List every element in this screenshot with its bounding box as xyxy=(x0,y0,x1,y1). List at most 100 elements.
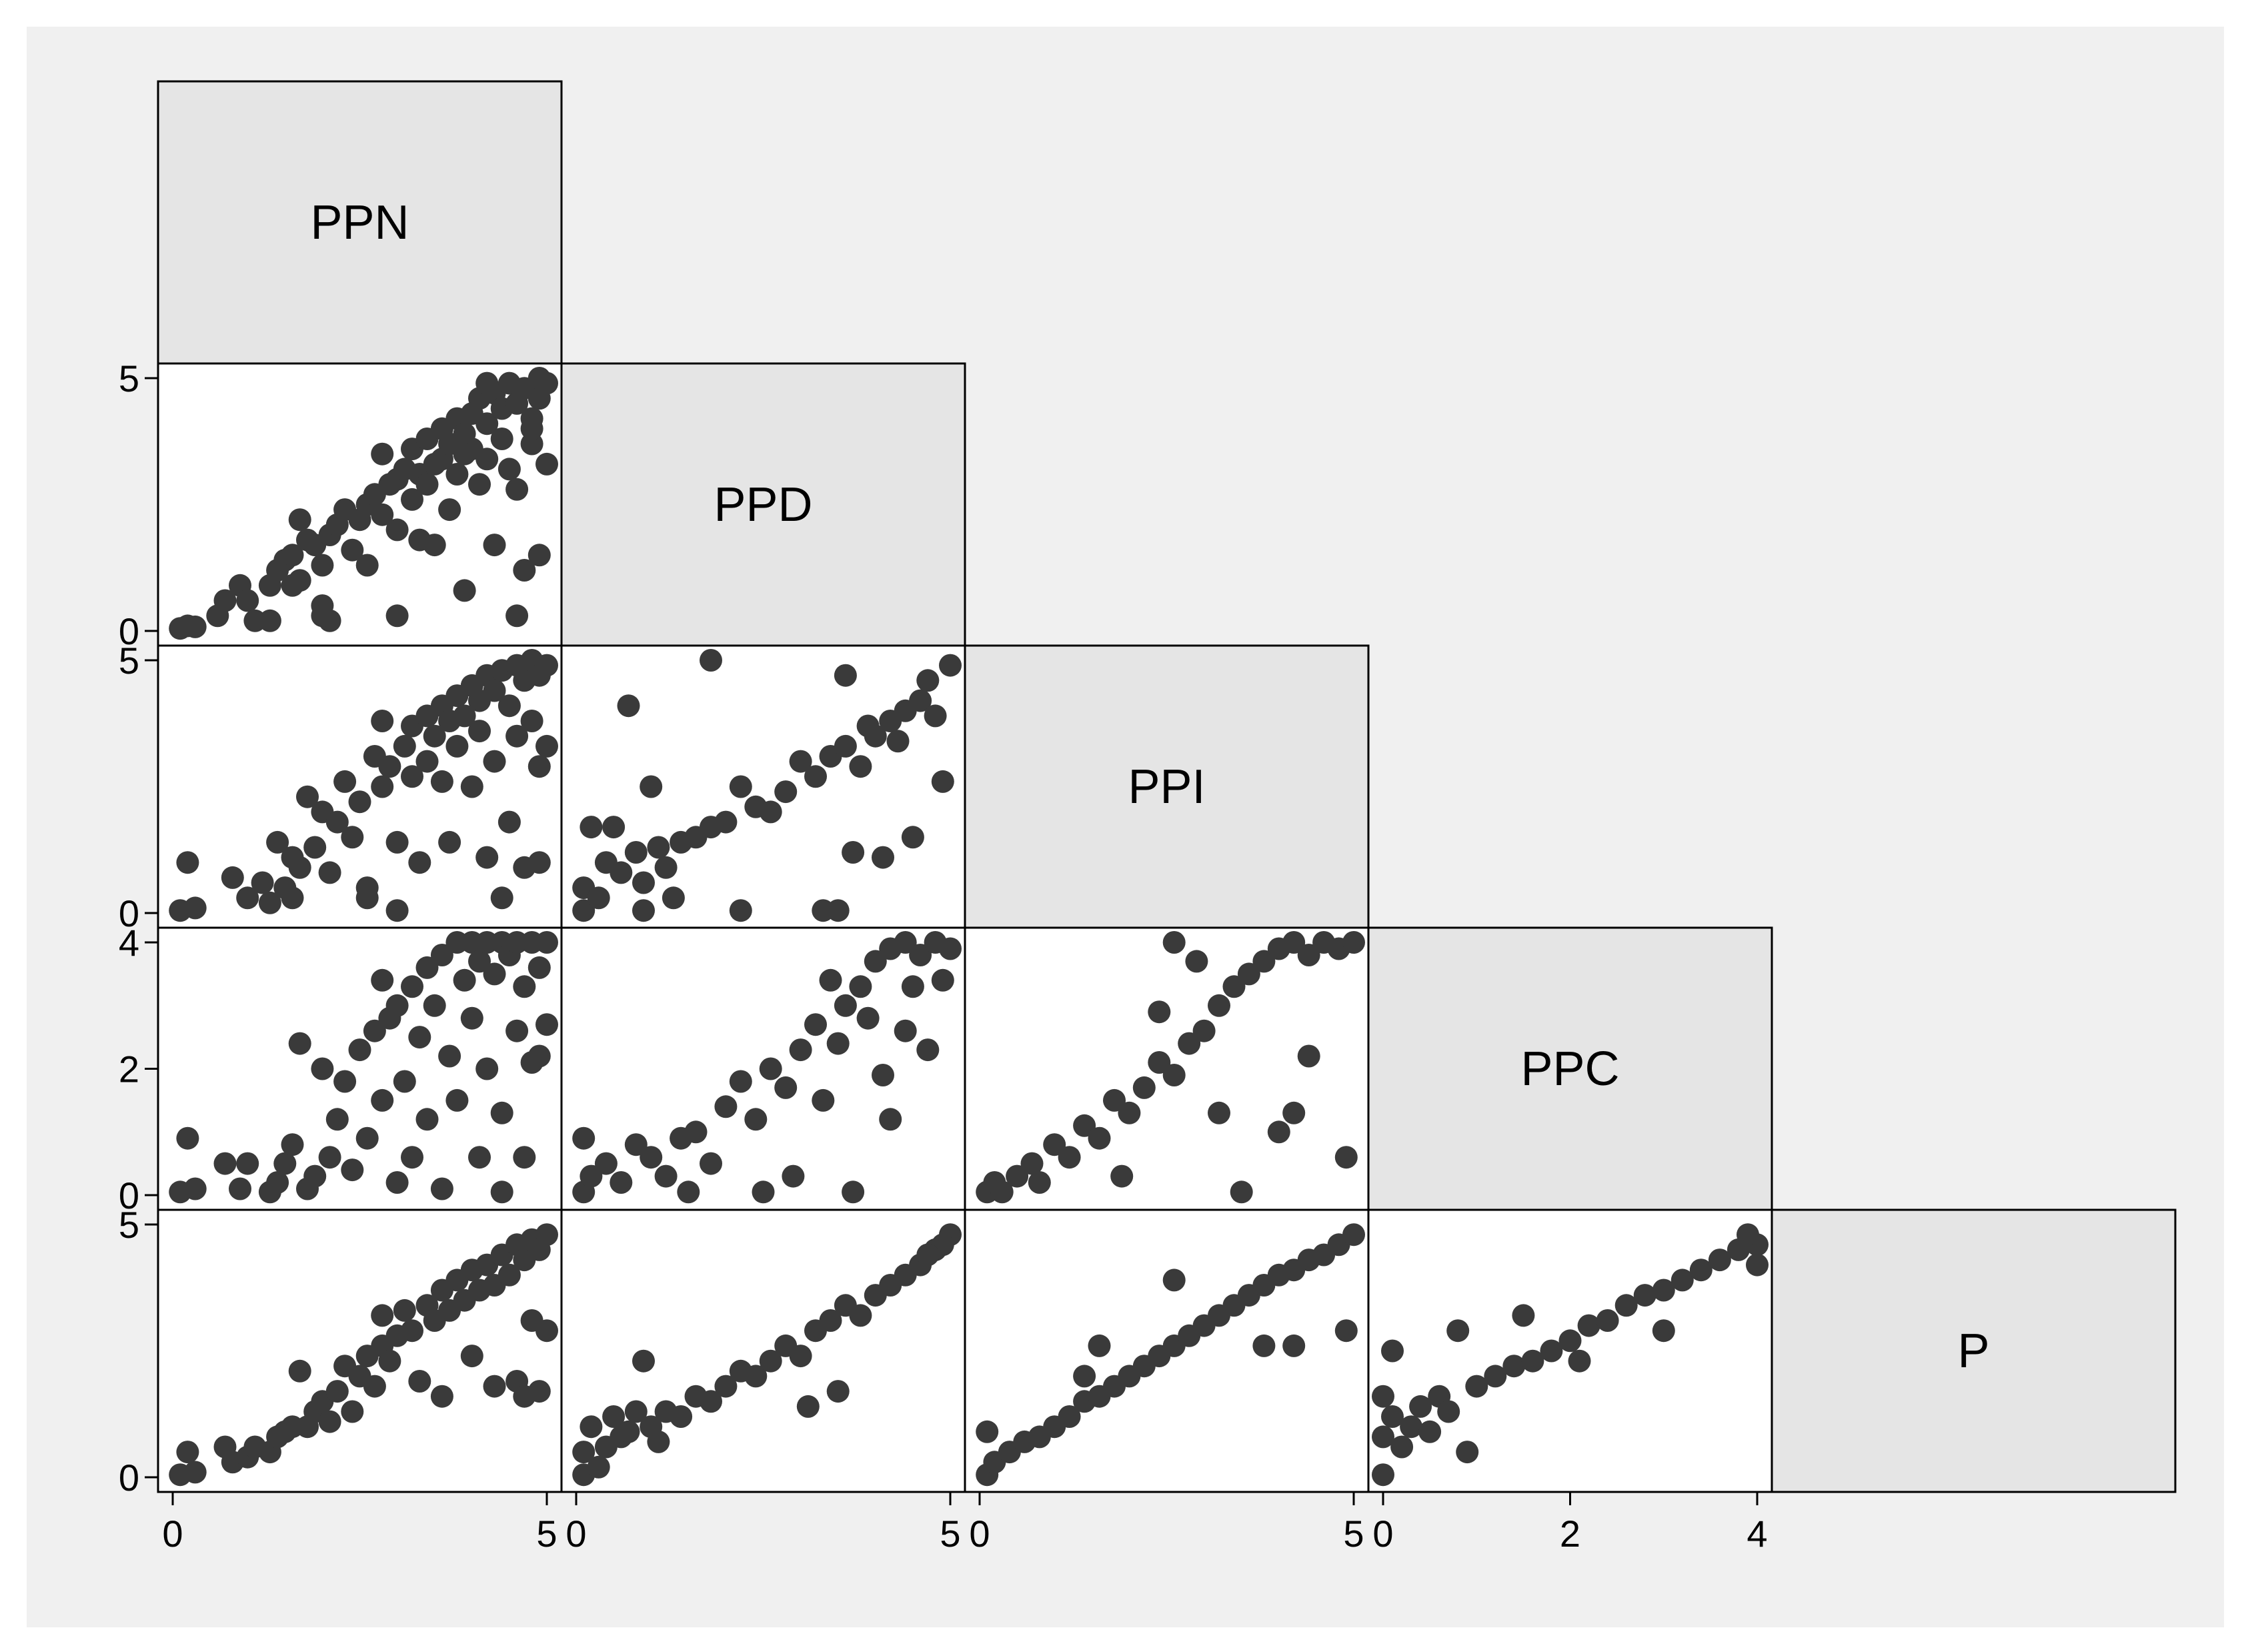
data-point xyxy=(325,1380,349,1403)
data-point xyxy=(1342,1223,1365,1247)
data-point xyxy=(632,899,655,922)
panel-ppi-vs-ppn xyxy=(157,644,563,929)
data-point xyxy=(909,944,932,966)
y-tick-label: 5 xyxy=(119,640,139,682)
data-point xyxy=(535,734,558,758)
points xyxy=(169,1223,558,1487)
data-point xyxy=(924,704,947,728)
data-point xyxy=(1334,1146,1358,1169)
points xyxy=(169,649,558,922)
data-point xyxy=(812,1088,835,1112)
data-point xyxy=(303,836,327,859)
x-tick-label: 0 xyxy=(969,1513,990,1555)
data-point xyxy=(318,1410,341,1433)
data-point xyxy=(901,975,924,998)
data-point xyxy=(401,765,423,788)
data-point xyxy=(423,724,446,748)
data-point xyxy=(527,1044,551,1068)
data-point xyxy=(505,724,529,748)
data-point xyxy=(1708,1249,1731,1272)
data-point xyxy=(872,846,894,869)
data-point xyxy=(318,861,341,884)
data-point xyxy=(1456,1441,1479,1464)
data-point xyxy=(273,1152,297,1175)
diagonal-cell-ppd: PPD xyxy=(560,362,966,647)
data-point xyxy=(385,1171,409,1194)
data-point xyxy=(1222,975,1246,998)
data-point xyxy=(864,950,887,973)
data-point xyxy=(1208,1101,1230,1124)
data-point xyxy=(587,1455,610,1479)
data-point xyxy=(594,1152,618,1175)
data-point xyxy=(408,1026,431,1049)
panel-ppi-vs-ppd xyxy=(560,644,966,929)
data-point xyxy=(438,830,461,854)
data-point xyxy=(662,886,685,910)
data-point xyxy=(849,755,872,778)
data-point xyxy=(909,689,932,712)
data-point xyxy=(901,826,924,849)
data-point xyxy=(535,931,558,954)
panel-p-vs-ppn xyxy=(157,1208,563,1493)
data-point xyxy=(393,1299,416,1322)
data-point xyxy=(445,734,469,758)
data-point xyxy=(1652,1319,1675,1343)
data-point xyxy=(1058,1146,1081,1169)
data-point xyxy=(296,785,319,808)
data-point xyxy=(744,1365,768,1388)
data-point xyxy=(385,994,409,1017)
panel-ppc-vs-ppi xyxy=(964,926,1370,1211)
data-point xyxy=(714,1095,738,1118)
data-point xyxy=(513,559,536,582)
data-point xyxy=(1073,1114,1096,1137)
data-point xyxy=(490,886,513,910)
data-point xyxy=(580,1415,603,1439)
data-point xyxy=(1614,1294,1638,1317)
data-point xyxy=(826,1380,850,1403)
data-point xyxy=(341,826,364,849)
x-tick-label: 4 xyxy=(1747,1513,1767,1555)
data-point xyxy=(602,816,626,839)
data-point xyxy=(1372,1425,1394,1449)
data-point xyxy=(430,944,453,966)
data-point xyxy=(483,1375,506,1398)
data-point xyxy=(1282,1334,1306,1357)
data-point xyxy=(497,694,521,718)
diagonal-label-ppn: PPN xyxy=(310,196,409,249)
data-point xyxy=(610,861,633,884)
data-point xyxy=(251,871,274,894)
data-point xyxy=(1252,950,1276,973)
data-point xyxy=(1088,1126,1111,1150)
data-point xyxy=(490,1180,513,1204)
data-point xyxy=(1334,1319,1358,1343)
data-point xyxy=(1689,1259,1713,1282)
data-point xyxy=(939,937,962,960)
data-point xyxy=(759,800,782,824)
data-point xyxy=(258,891,281,914)
data-point xyxy=(423,534,446,557)
data-point xyxy=(654,1164,678,1188)
data-point xyxy=(415,956,439,979)
panels-layer xyxy=(157,362,1773,1493)
data-point xyxy=(872,1064,894,1086)
data-point xyxy=(796,1395,820,1418)
data-point xyxy=(1381,1405,1404,1428)
data-point xyxy=(483,750,506,773)
data-point xyxy=(183,896,207,920)
data-point xyxy=(1558,1329,1582,1353)
data-point xyxy=(318,1146,341,1169)
data-point xyxy=(430,1177,453,1200)
data-point xyxy=(1118,1101,1141,1124)
data-point xyxy=(468,473,491,496)
data-point xyxy=(415,1108,439,1131)
data-point xyxy=(1028,1171,1051,1194)
data-point xyxy=(580,816,603,839)
data-point xyxy=(468,720,491,743)
data-point xyxy=(505,478,529,501)
data-point xyxy=(1237,962,1260,986)
data-point xyxy=(483,534,506,557)
data-point xyxy=(535,1223,558,1247)
data-point xyxy=(460,1006,483,1030)
data-point xyxy=(430,1385,453,1408)
